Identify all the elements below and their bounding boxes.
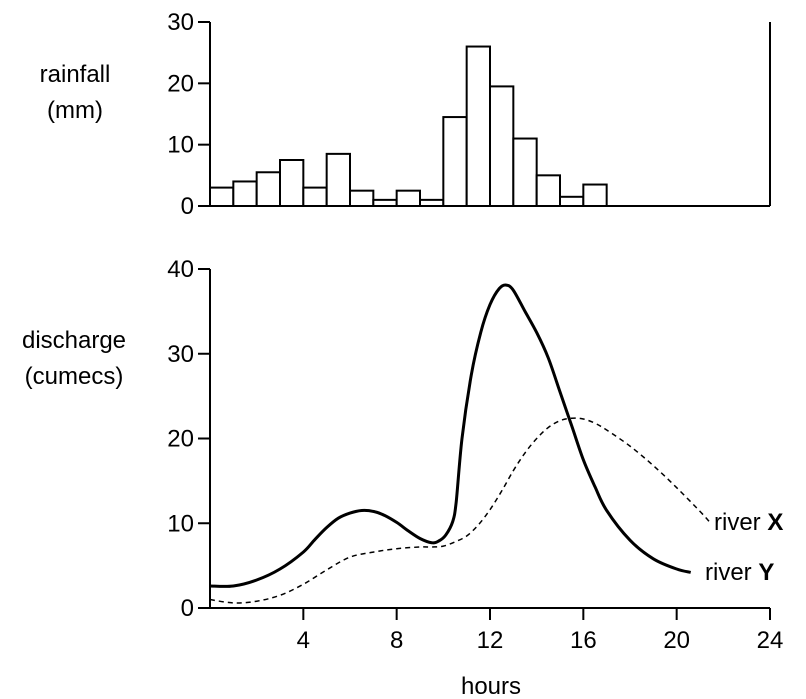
discharge-y-ticks: 0 10 20 30 40 bbox=[167, 256, 210, 622]
rainfall-bar bbox=[442, 116, 468, 207]
rainfall-bar bbox=[559, 195, 585, 208]
discharge-y-tick-label: 30 bbox=[167, 341, 194, 368]
discharge-ylabel-line-2: (cumecs) bbox=[25, 363, 124, 390]
series-label-river-y-letter: Y bbox=[758, 559, 774, 586]
rainfall-y-tick-label: 20 bbox=[167, 70, 194, 97]
rainfall-ylabel-line-2: (mm) bbox=[47, 97, 103, 124]
rainfall-bar bbox=[302, 186, 328, 208]
discharge-y-tick-label: 40 bbox=[167, 256, 194, 283]
rainfall-y-tick-label: 30 bbox=[167, 9, 194, 36]
rainfall-bar bbox=[349, 189, 375, 208]
discharge-x-tick-label: 4 bbox=[297, 627, 310, 654]
series-label-river-x-prefix: river bbox=[714, 509, 767, 536]
rainfall-y-tick-label: 10 bbox=[167, 132, 194, 159]
discharge-x-tick-label: 8 bbox=[390, 627, 403, 654]
rainfall-y-tick-label: 0 bbox=[181, 193, 194, 220]
rainfall-bar bbox=[512, 137, 538, 208]
series-label-river-y: river Y bbox=[705, 559, 774, 586]
rainfall-bar bbox=[325, 152, 351, 208]
rainfall-bars bbox=[209, 45, 608, 208]
rainfall-y-ticks: 0 10 20 30 bbox=[167, 9, 210, 220]
series-label-river-y-prefix: river bbox=[705, 559, 758, 586]
rainfall-bar bbox=[465, 45, 491, 207]
discharge-y-tick-label: 0 bbox=[181, 595, 194, 622]
rainfall-bar bbox=[395, 189, 421, 208]
discharge-xlabel: hours bbox=[461, 673, 521, 699]
discharge-y-tick-label: 20 bbox=[167, 426, 194, 453]
rainfall-bar bbox=[279, 159, 305, 207]
rainfall-bar bbox=[535, 174, 562, 207]
rainfall-ylabel-line-1: rainfall bbox=[40, 61, 111, 88]
discharge-lines bbox=[209, 283, 710, 604]
series-label-river-x: river X bbox=[714, 509, 783, 536]
rainfall-bar bbox=[582, 183, 608, 208]
discharge-ylabel-line-1: discharge bbox=[22, 327, 126, 354]
series-line-river-y bbox=[209, 283, 692, 588]
discharge-x-tick-label: 12 bbox=[477, 627, 504, 654]
rainfall-bar bbox=[209, 186, 235, 208]
rainfall-chart: rainfall (mm) 0 10 20 30 bbox=[40, 9, 771, 220]
discharge-x-ticks: 4 8 12 16 20 24 bbox=[297, 608, 784, 654]
series-label-river-x-letter: X bbox=[767, 509, 783, 536]
discharge-x-tick-label: 20 bbox=[663, 627, 690, 654]
discharge-x-tick-label: 16 bbox=[570, 627, 597, 654]
discharge-x-tick-label: 24 bbox=[757, 627, 784, 654]
series-line-river-x bbox=[209, 417, 710, 604]
rainfall-bar bbox=[255, 171, 281, 207]
discharge-y-tick-label: 10 bbox=[167, 510, 194, 537]
rainfall-bar bbox=[232, 180, 258, 207]
rainfall-bar bbox=[489, 85, 515, 207]
